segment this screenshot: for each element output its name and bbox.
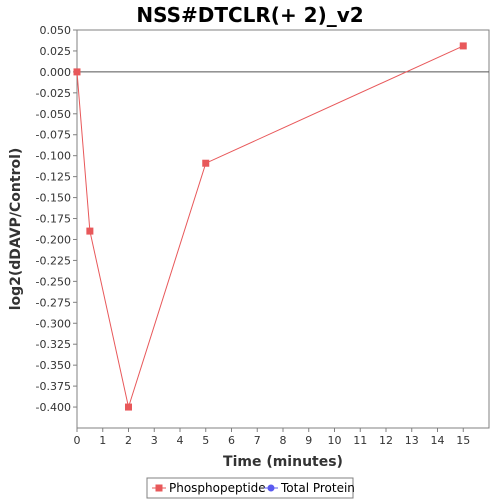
y-tick-label: 0.025 xyxy=(40,45,72,58)
y-axis: 0.050 0.025 0.000 -0.025 -0.050 -0.075 -0.100 -… xyxy=(36,24,77,414)
y-tick-label: -0.050 xyxy=(36,108,71,121)
y-tick-label: -0.250 xyxy=(36,275,71,288)
x-tick-label: 3 xyxy=(151,434,158,447)
data-point xyxy=(125,403,132,411)
legend-marker xyxy=(155,484,163,492)
plot-area xyxy=(76,29,490,429)
series-layer xyxy=(73,42,467,411)
legend: Phosphopeptide Total Protein xyxy=(146,477,355,499)
data-point xyxy=(202,159,210,167)
x-tick-label: 0 xyxy=(74,434,81,447)
x-tick-label: 1 xyxy=(99,434,106,447)
y-tick-label: -0.025 xyxy=(36,87,71,100)
x-tick-label: 15 xyxy=(456,434,470,447)
x-tick-label: 12 xyxy=(379,434,393,447)
y-tick-label: -0.275 xyxy=(36,296,71,309)
y-tick-label: -0.350 xyxy=(36,359,71,372)
x-tick-label: 4 xyxy=(177,434,184,447)
y-tick-label: -0.200 xyxy=(36,233,71,246)
y-tick-label: -0.125 xyxy=(36,171,71,184)
x-tick-label: 11 xyxy=(353,434,367,447)
chart-title: NSS#DTCLR(+ 2)_v2 xyxy=(136,3,363,27)
x-tick-label: 7 xyxy=(254,434,261,447)
y-tick-label: -0.300 xyxy=(36,317,71,330)
y-tick-label: -0.175 xyxy=(36,213,71,226)
x-tick-label: 8 xyxy=(280,434,287,447)
x-axis-label: Time (minutes) xyxy=(223,454,343,470)
x-tick-label: 10 xyxy=(328,434,342,447)
x-tick-label: 9 xyxy=(305,434,312,447)
x-axis: 0 1 2 3 4 5 6 7 8 9 10 11 12 13 14 15 xyxy=(74,428,470,447)
y-tick-label: 0.050 xyxy=(40,24,72,37)
data-point xyxy=(86,227,94,235)
y-tick-label: -0.375 xyxy=(36,380,71,393)
y-tick-label: -0.100 xyxy=(36,150,71,163)
x-tick-label: 14 xyxy=(431,434,445,447)
y-axis-label: log2(dDAVP/Control) xyxy=(8,148,24,311)
y-tick-label: -0.075 xyxy=(36,129,71,142)
y-tick-label: -0.325 xyxy=(36,338,71,351)
y-tick-label: -0.400 xyxy=(36,401,71,414)
y-tick-label: -0.225 xyxy=(36,254,71,267)
x-tick-label: 5 xyxy=(202,434,209,447)
x-tick-label: 2 xyxy=(125,434,132,447)
legend-marker xyxy=(267,484,275,492)
legend-label: Phosphopeptide xyxy=(169,481,266,495)
x-tick-label: 6 xyxy=(228,434,235,447)
data-point xyxy=(73,68,81,76)
legend-box xyxy=(146,477,354,499)
legend-label: Total Protein xyxy=(280,481,355,495)
y-tick-label: -0.150 xyxy=(36,192,71,205)
y-tick-label: 0.000 xyxy=(40,66,72,79)
x-tick-label: 13 xyxy=(405,434,419,447)
data-point xyxy=(459,42,467,50)
